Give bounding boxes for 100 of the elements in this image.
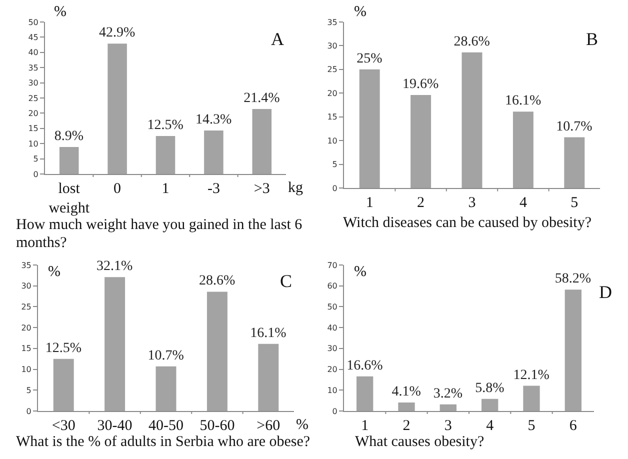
- y-tick-label: 10: [21, 365, 32, 374]
- data-label: 16.1%: [250, 326, 287, 341]
- bar: [398, 402, 415, 411]
- y-tick-label: 50: [28, 18, 38, 27]
- data-label: 10.7%: [148, 348, 184, 364]
- y-tick-label: 25: [327, 65, 338, 74]
- text: What is the % of adults in Serbia who are obese?: [16, 433, 312, 451]
- y-tick-label: 0: [332, 406, 338, 416]
- bar: [252, 108, 272, 174]
- data-label: 12.1%: [513, 368, 550, 383]
- x-tick-label: >60: [256, 418, 280, 434]
- y-axis-title: %: [54, 4, 66, 20]
- x-tick-label: 2: [417, 195, 425, 211]
- bar: [108, 44, 127, 174]
- bar: [156, 366, 176, 411]
- bar: [258, 344, 279, 411]
- bar: [59, 146, 79, 174]
- data-label: 12.5%: [147, 118, 184, 133]
- y-tick-label: 35: [28, 63, 38, 72]
- x-axis-title: %: [296, 417, 308, 433]
- data-label: 19.6%: [402, 77, 440, 92]
- data-label: 25%: [356, 51, 383, 66]
- x-tick-label: lost weight: [48, 181, 90, 216]
- x-tick-label: 3: [468, 195, 476, 211]
- x-tick-label: -3: [207, 181, 220, 197]
- y-tick-label: 20: [327, 88, 338, 98]
- data-label: 14.3%: [195, 112, 232, 128]
- bar: [359, 69, 380, 188]
- x-tick-label: 40-50: [148, 418, 184, 434]
- data-label: 16.1%: [504, 94, 542, 109]
- y-tick-label: 50: [327, 302, 338, 312]
- data-label: 10.7%: [556, 119, 593, 134]
- x-tick-label: 50-60: [200, 418, 235, 434]
- y-tick-label: 10: [327, 136, 338, 146]
- y-tick-label: 0: [33, 170, 38, 179]
- data-label: 28.6%: [454, 34, 490, 50]
- x-tick-label: <30: [52, 418, 76, 434]
- x-tick-label: >3: [254, 181, 270, 197]
- y-tick-label: 5: [26, 386, 32, 395]
- x-tick-label: 1: [366, 195, 374, 211]
- data-label: 58.2%: [554, 272, 592, 287]
- text: How much weight have you gained in the last 6 months?: [16, 216, 304, 252]
- x-tick-label: 1: [361, 418, 369, 434]
- bar: [564, 137, 585, 188]
- x-tick-label: 30-40: [97, 418, 132, 434]
- y-tick-label: 15: [21, 344, 32, 354]
- y-tick-label: 20: [21, 323, 32, 332]
- text: What causes obesity?: [355, 433, 486, 451]
- data-label: 28.6%: [198, 274, 236, 289]
- y-tick-label: 25: [21, 302, 32, 312]
- bar: [410, 95, 432, 188]
- data-label: 8.9%: [54, 128, 84, 144]
- x-tick-label: 3: [444, 418, 452, 434]
- y-axis-title: %: [48, 264, 60, 280]
- y-tick-label: 20: [28, 109, 38, 118]
- text: D: [599, 282, 612, 302]
- data-label: 12.5%: [45, 340, 82, 356]
- text: Witch diseases can be caused by obesity?: [343, 214, 592, 232]
- data-label: 3.2%: [433, 386, 463, 402]
- bar: [440, 404, 456, 411]
- y-axis-title: %: [354, 264, 366, 280]
- y-tick-label: 35: [327, 18, 338, 27]
- x-tick-label: 5: [528, 418, 536, 434]
- annotation: B: [586, 29, 598, 49]
- bar: [53, 358, 74, 411]
- y-tick-label: 10: [28, 139, 38, 148]
- bar: [204, 130, 224, 174]
- y-tick-label: 30: [28, 78, 38, 88]
- y-tick-label: 15: [327, 112, 338, 122]
- y-tick-label: 30: [21, 282, 32, 291]
- x-tick-label: 2: [402, 418, 410, 434]
- y-tick-label: 10: [327, 386, 338, 395]
- x-tick-label: 4: [486, 418, 494, 434]
- data-label: 32.1%: [96, 259, 134, 274]
- bar: [523, 386, 540, 411]
- data-label: 21.4%: [244, 90, 280, 106]
- y-tick-label: 35: [21, 260, 32, 270]
- y-tick-label: 40: [28, 48, 38, 58]
- annotation: C: [280, 271, 292, 291]
- data-label: 4.1%: [392, 384, 422, 400]
- x-tick-label: 1: [162, 181, 170, 197]
- y-tick-label: 45: [28, 33, 38, 42]
- data-label: 5.8%: [475, 380, 505, 396]
- y-tick-label: 0: [26, 406, 32, 416]
- bar: [156, 136, 176, 174]
- y-tick-label: 60: [327, 282, 338, 291]
- bar: [512, 112, 534, 188]
- y-tick-label: 30: [327, 42, 338, 51]
- x-axis-title: kg: [288, 180, 304, 196]
- bar: [104, 277, 126, 411]
- bar: [206, 292, 228, 411]
- data-label: 16.6%: [346, 358, 384, 374]
- y-tick-label: 70: [327, 260, 338, 270]
- y-tick-label: 40: [327, 323, 338, 332]
- y-tick-label: 15: [28, 124, 38, 134]
- bar: [564, 290, 582, 411]
- y-tick-label: 30: [327, 344, 338, 354]
- x-tick-label: 6: [569, 418, 578, 434]
- x-tick-label: 0: [114, 181, 122, 197]
- annotation: A: [271, 29, 284, 49]
